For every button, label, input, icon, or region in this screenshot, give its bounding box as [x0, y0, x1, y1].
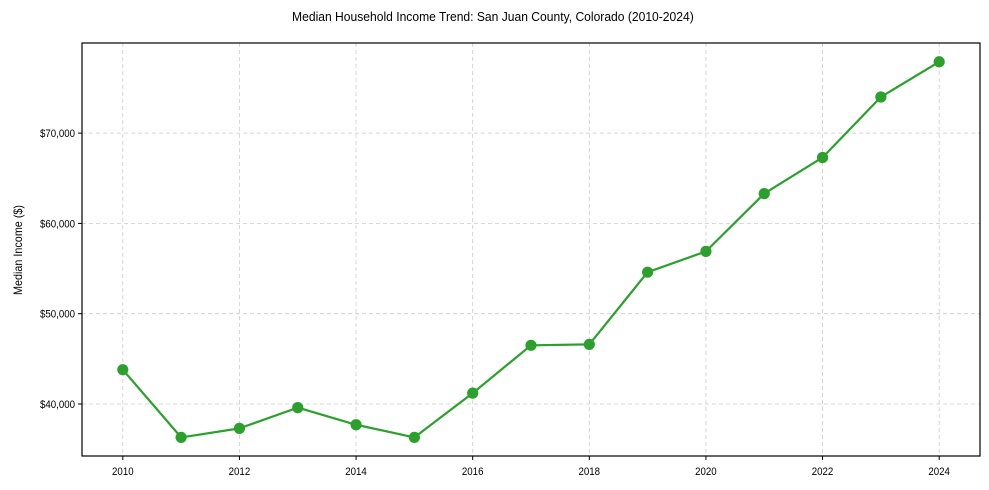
- x-tick-label: 2014: [345, 467, 367, 479]
- x-axis: 2010 2012 2014 2016 2018 2020 2022 2024: [112, 456, 950, 478]
- data-point-marker: [642, 266, 654, 278]
- series-line: [121, 60, 940, 439]
- x-tick-label: 2020: [695, 467, 717, 479]
- x-tick-label: 2022: [812, 467, 834, 479]
- x-tick-label: 2024: [928, 467, 950, 479]
- x-tick-label: 2016: [462, 467, 484, 479]
- data-point-marker: [467, 387, 479, 399]
- data-point-marker: [175, 431, 187, 443]
- plot-frame: [81, 42, 981, 457]
- data-point-marker: [875, 91, 887, 103]
- y-tick-label: $70,000: [40, 129, 75, 141]
- x-tick-label: 2012: [229, 467, 251, 479]
- y-tick-label: $50,000: [40, 309, 75, 321]
- data-point-marker: [816, 151, 829, 164]
- data-series: [117, 56, 945, 443]
- data-point-marker: [700, 245, 712, 257]
- y-tick-label: $40,000: [40, 399, 75, 411]
- data-point-marker: [408, 431, 420, 443]
- data-point-marker: [292, 402, 304, 414]
- data-point-marker: [583, 338, 595, 350]
- x-tick-label: 2010: [112, 467, 134, 479]
- data-point-marker: [525, 339, 537, 351]
- data-point-marker: [758, 188, 770, 200]
- x-tick-label: 2018: [579, 467, 601, 479]
- data-point-marker: [117, 364, 129, 376]
- grid-lines: [82, 43, 980, 456]
- data-point-marker: [350, 419, 362, 431]
- data-point-marker: [233, 422, 246, 434]
- chart-title: Median Household Income Trend: San Juan …: [292, 9, 694, 24]
- y-tick-label: $60,000: [40, 219, 75, 231]
- data-point-marker: [933, 56, 945, 68]
- y-axis: $40,000 $50,000 $60,000 $70,000: [40, 129, 82, 411]
